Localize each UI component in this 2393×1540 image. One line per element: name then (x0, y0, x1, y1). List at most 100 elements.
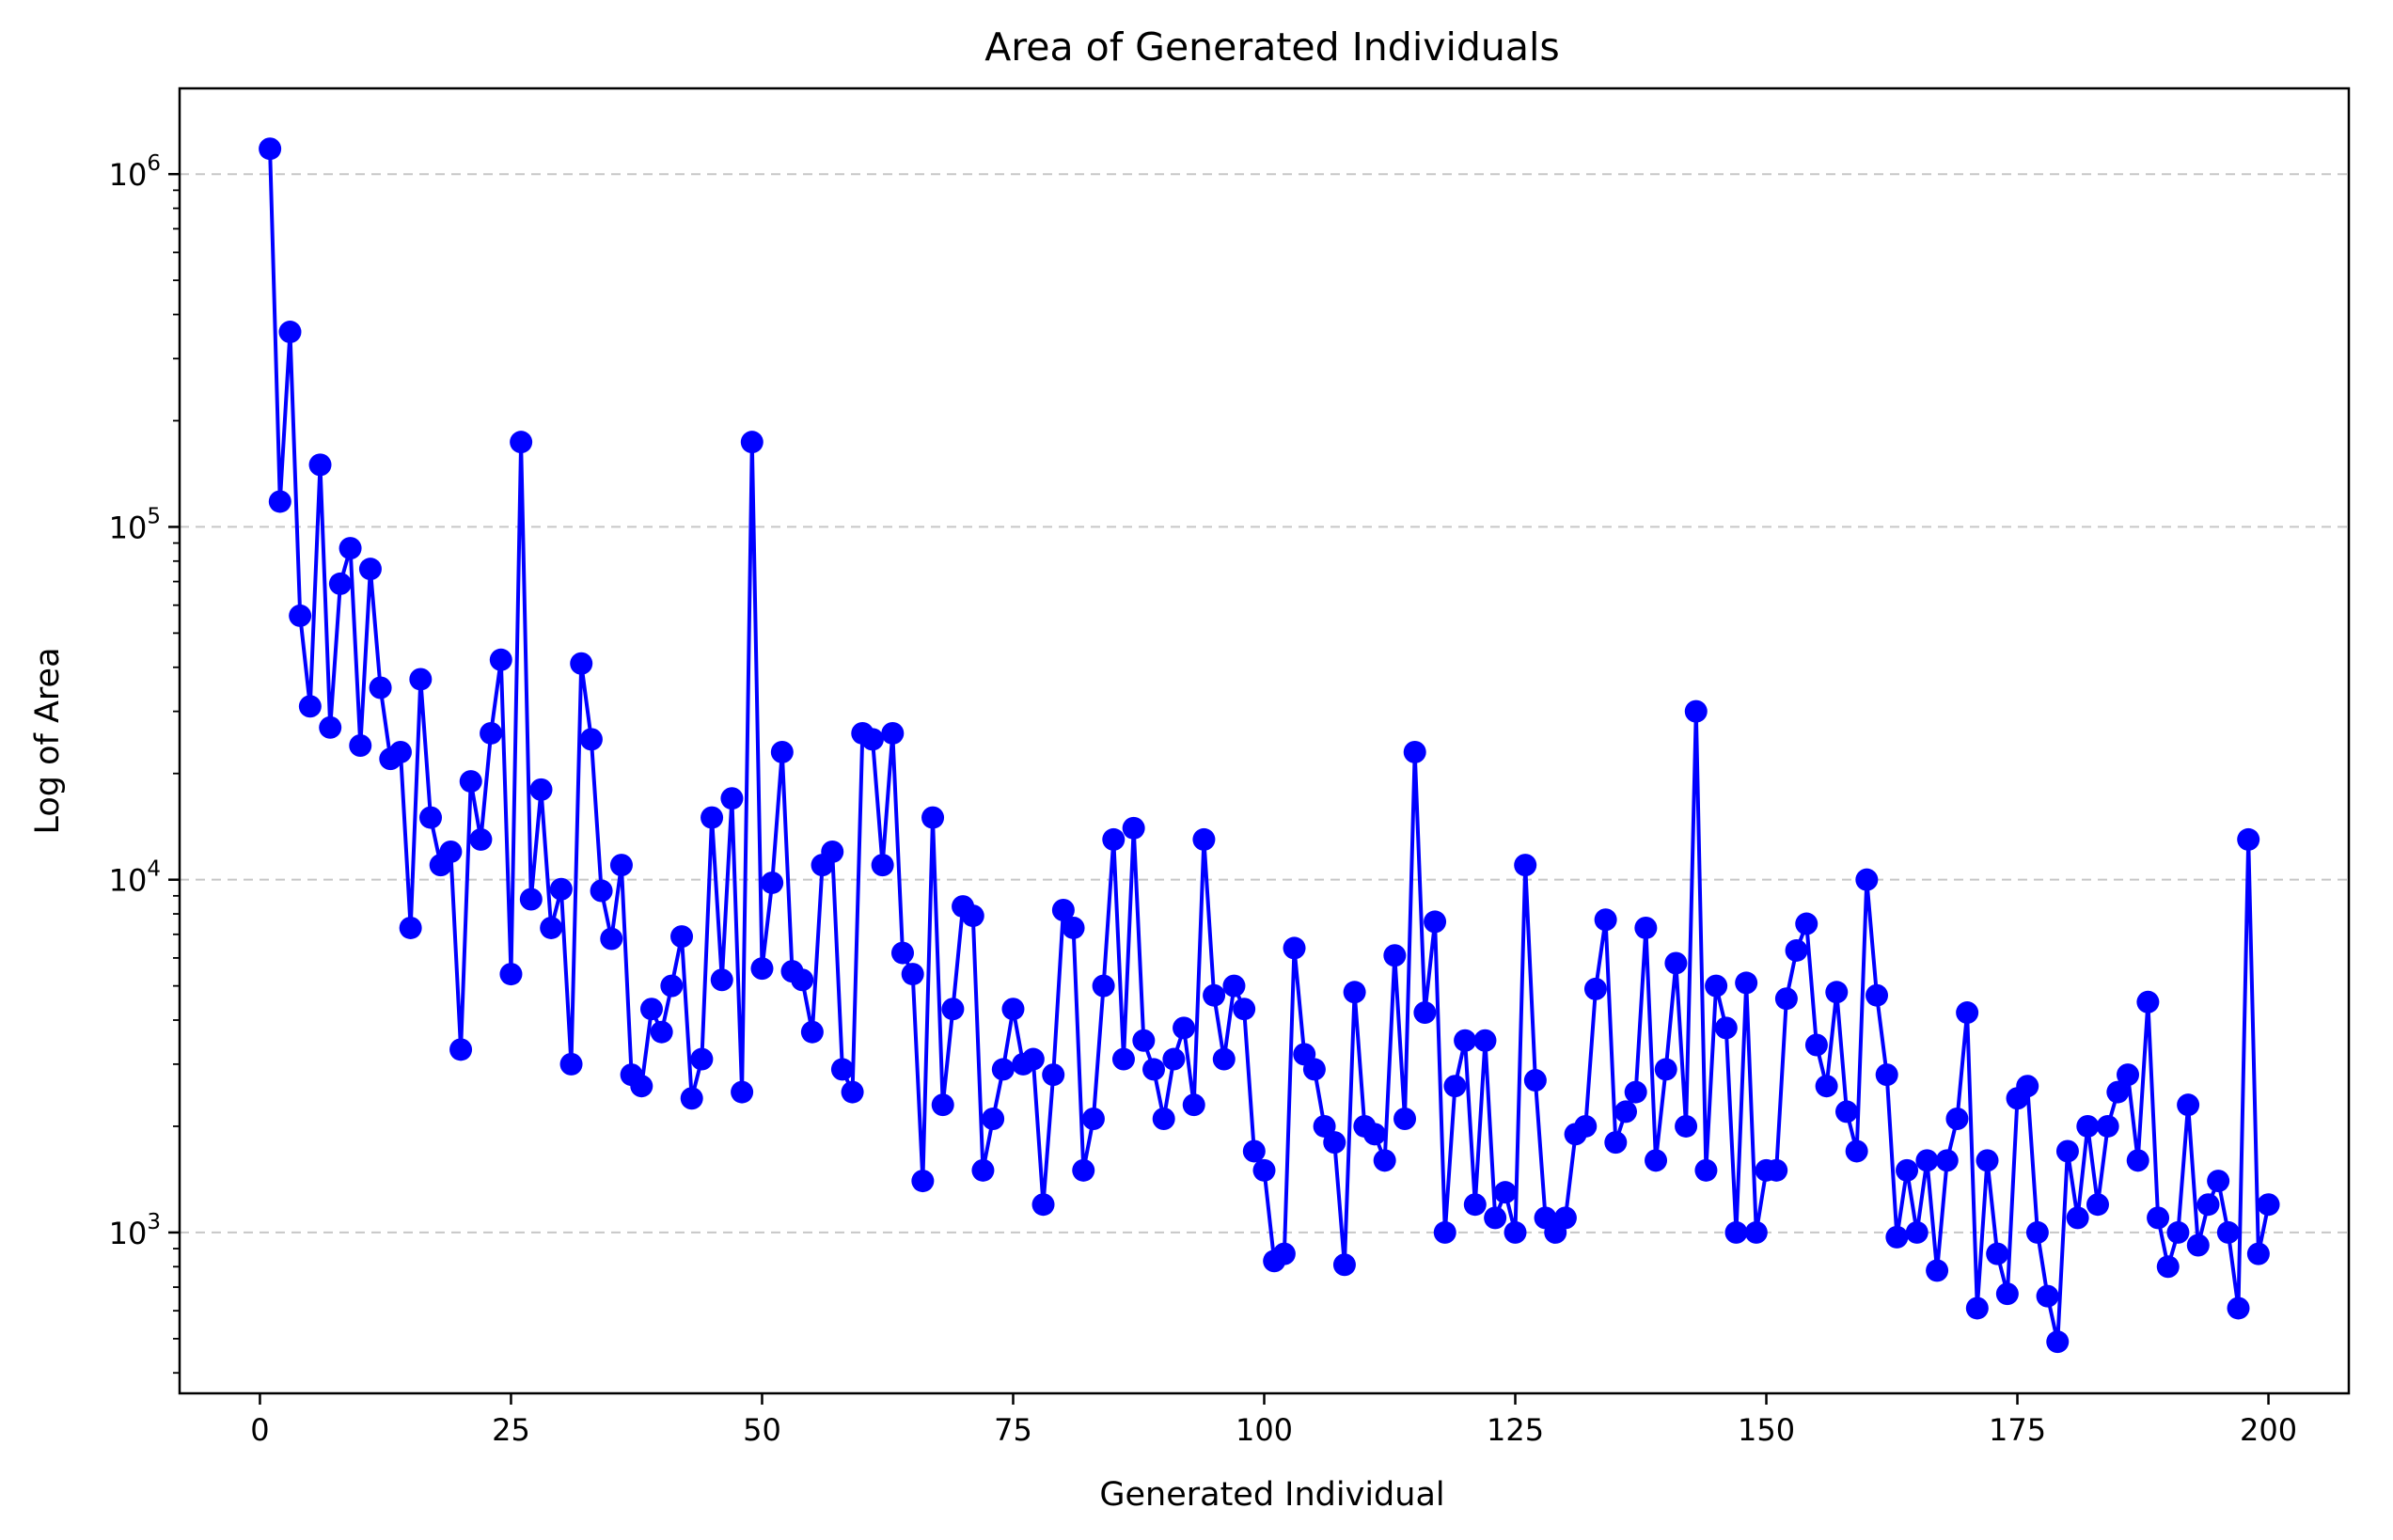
data-point (2166, 1220, 2190, 1244)
x-tick-label: 125 (1487, 1412, 1544, 1448)
data-point (1503, 1220, 1527, 1244)
y-tick-label: 104 (109, 857, 161, 899)
data-point (1735, 971, 1758, 995)
data-point (1031, 1193, 1055, 1217)
data-point (1765, 1158, 1788, 1182)
data-point (639, 998, 663, 1021)
data-point (2086, 1193, 2109, 1217)
data-point (349, 734, 372, 758)
data-point (701, 806, 724, 829)
data-point (1604, 1131, 1628, 1155)
data-point (2136, 990, 2160, 1014)
data-point (2237, 827, 2260, 851)
data-point (941, 998, 965, 1021)
data-point (1162, 1047, 1186, 1071)
data-point (1454, 1029, 1477, 1052)
data-point (1945, 1108, 1969, 1131)
data-point (1132, 1029, 1156, 1052)
data-point (1323, 1131, 1346, 1155)
data-point (1203, 983, 1226, 1007)
data-point (1694, 1158, 1718, 1182)
data-point (680, 1087, 703, 1110)
data-point (1714, 1016, 1738, 1040)
data-point (1935, 1149, 1959, 1172)
data-point (1272, 1242, 1296, 1265)
data-point (2196, 1193, 2220, 1217)
data-point (731, 1080, 754, 1104)
data-point (670, 925, 694, 949)
data-point (1122, 816, 1145, 840)
data-point (1995, 1282, 2019, 1306)
x-tick-label: 50 (743, 1412, 781, 1448)
data-point (2147, 1206, 2170, 1230)
data-point (2216, 1220, 2240, 1244)
x-tick-label: 25 (492, 1412, 530, 1448)
data-point (1885, 1225, 1909, 1249)
x-tick-label: 100 (1236, 1412, 1293, 1448)
data-point (1855, 868, 1879, 891)
data-point (2055, 1139, 2079, 1163)
data-point (1976, 1149, 1999, 1172)
data-point (1042, 1063, 1065, 1087)
data-point (1834, 1100, 1858, 1124)
data-point (1896, 1158, 1919, 1182)
x-tick-label: 0 (250, 1412, 269, 1448)
data-point (791, 968, 814, 992)
data-point (1965, 1296, 1989, 1320)
data-point (1212, 1047, 1236, 1071)
data-point (1583, 977, 1607, 1000)
data-point (419, 806, 443, 829)
data-point (1493, 1181, 1517, 1204)
data-point (761, 871, 784, 894)
data-point (830, 1058, 854, 1081)
data-point (1634, 916, 1658, 939)
data-point (609, 854, 633, 877)
data-point (750, 957, 774, 981)
data-point (1413, 1001, 1437, 1025)
x-axis-label: Generated Individual (1099, 1476, 1444, 1514)
data-point (540, 916, 563, 939)
data-point (1463, 1193, 1487, 1217)
data-point (1785, 938, 1808, 962)
grid-lines (180, 173, 2349, 1234)
data-point (1001, 998, 1025, 1021)
data-point (570, 652, 593, 675)
y-tick-label: 103 (109, 1210, 161, 1251)
data-point (1664, 951, 1688, 975)
data-point (1594, 908, 1617, 932)
data-point (1062, 916, 1085, 939)
data-point (268, 490, 291, 513)
data-point (1915, 1149, 1939, 1172)
data-point (549, 877, 573, 901)
data-point (1774, 987, 1798, 1011)
data-point (2046, 1330, 2070, 1354)
data-point (1081, 1108, 1105, 1131)
data-point (740, 431, 764, 454)
data-point (821, 840, 844, 863)
data-point (1684, 699, 1708, 723)
data-point (2207, 1170, 2230, 1193)
data-point (480, 721, 503, 745)
data-point (1313, 1114, 1336, 1138)
data-point (1574, 1114, 1598, 1138)
data-point (2066, 1206, 2089, 1230)
data-point (510, 431, 533, 454)
data-point (1403, 740, 1426, 763)
data-point (2036, 1284, 2059, 1308)
data-point (1424, 910, 1447, 934)
data-point (2156, 1255, 2180, 1279)
data-point (770, 740, 794, 763)
data-point (2227, 1296, 2250, 1320)
data-point (860, 728, 884, 751)
data-point (1614, 1100, 1637, 1124)
data-point (931, 1093, 954, 1117)
data-point (449, 1038, 473, 1061)
data-point (1393, 1108, 1417, 1131)
data-point (1744, 1220, 1768, 1244)
data-point (1654, 1058, 1677, 1081)
chart-title: Area of Generated Individuals (984, 24, 1560, 70)
data-point (459, 770, 482, 794)
y-tick-label: 106 (109, 151, 161, 193)
data-point (1242, 1139, 1266, 1163)
